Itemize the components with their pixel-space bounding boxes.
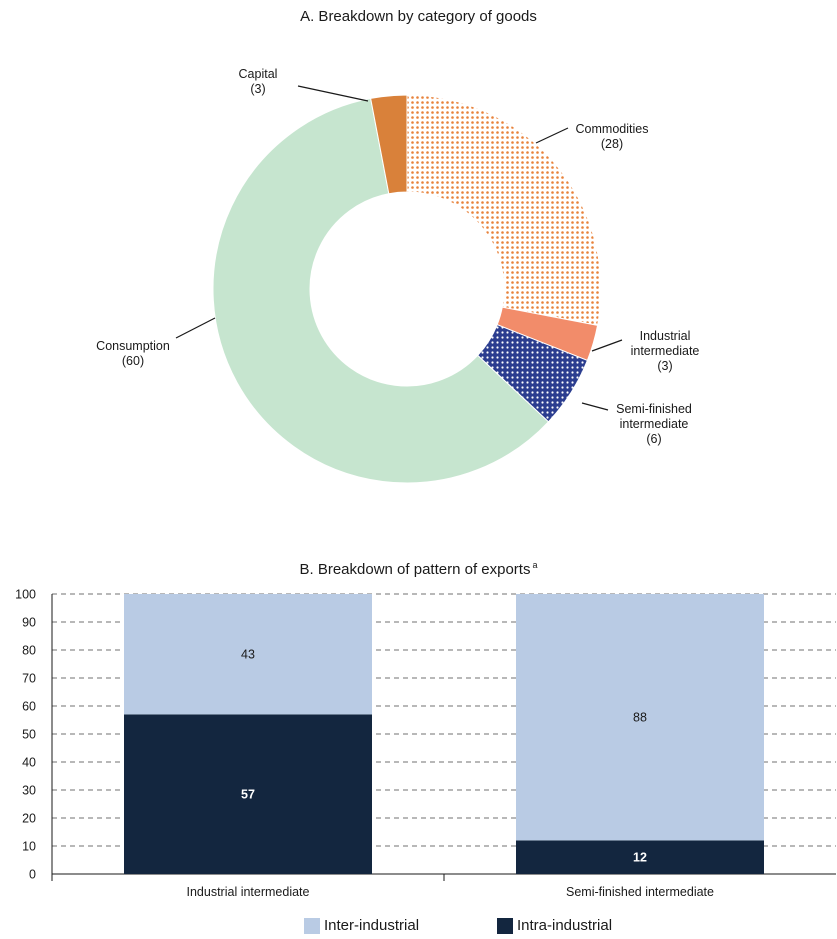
slice-value-capital: (3): [250, 82, 265, 96]
legend-label-inter-industrial: Inter-industrial: [324, 917, 420, 934]
slice-label-semi-finished-intermediate: Semi-finished intermediate (6): [616, 402, 692, 446]
y-tick-label: 80: [22, 644, 36, 658]
bar-intra-industrial-industrial-intermediate: [124, 714, 372, 874]
leader-line-industrial-intermediate: [591, 339, 623, 352]
legend-label-intra-industrial: Intra-industrial: [517, 917, 613, 934]
slice-label-line: Industrial: [640, 329, 691, 343]
slice-label-line: Capital: [239, 67, 278, 81]
slice-label-line: intermediate: [620, 417, 689, 431]
slice-label-line: Semi-finished: [616, 402, 692, 416]
y-tick-label: 70: [22, 672, 36, 686]
y-tick-label: 40: [22, 756, 36, 770]
slice-value-commodities: (28): [601, 137, 623, 151]
y-tick-label: 30: [22, 784, 36, 798]
slice-label-line: Consumption: [96, 339, 170, 353]
slice-label-line: intermediate: [631, 344, 700, 358]
y-tick-label: 50: [22, 728, 36, 742]
data-label-inter-industrial: 43: [241, 648, 255, 662]
slice-label-commodities: Commodities (28): [576, 122, 649, 151]
slice-label-capital: Capital (3): [239, 67, 278, 96]
bar-chart-title-text: B. Breakdown of pattern of exports: [299, 561, 531, 578]
donut-slice-consumption: [212, 97, 550, 484]
slice-label-consumption: Consumption (60): [96, 339, 170, 368]
bar-intra-industrial-semi-finished-intermediate: [516, 840, 764, 874]
bar-inter-industrial-semi-finished-intermediate: [516, 594, 764, 841]
slice-value-consumption: (60): [122, 354, 144, 368]
leader-line-capital: [297, 85, 369, 102]
x-category-label-industrial-intermediate: Industrial intermediate: [187, 885, 310, 899]
legend-item-intra-industrial: Intra-industrial: [497, 917, 612, 934]
legend-swatch-inter-industrial: [304, 917, 320, 934]
x-category-label-semi-finished-intermediate: Semi-finished intermediate: [566, 885, 714, 899]
data-label-intra-industrial: 57: [241, 788, 255, 802]
leader-line-semi-finished-intermediate: [581, 402, 609, 411]
bar-chart-title: B. Breakdown of pattern of exports a: [0, 560, 837, 578]
donut-chart-title: A. Breakdown by category of goods: [300, 8, 537, 25]
leader-line-commodities: [535, 127, 569, 144]
y-tick-label: 100: [15, 588, 36, 602]
y-tick-label: 0: [29, 868, 36, 882]
donut-chart: Commodities (28)Industrial intermediate (3)…: [96, 67, 700, 484]
leader-line-consumption: [175, 317, 216, 339]
y-tick-label: 10: [22, 840, 36, 854]
data-label-intra-industrial: 12: [633, 851, 647, 865]
donut-slice-commodities: [406, 94, 602, 326]
y-tick-label: 90: [22, 616, 36, 630]
y-tick-label: 60: [22, 700, 36, 714]
stacked-bar-chart: 0 10 20 30 40 50 60 70 80 90 100 57 43 Industrial int…: [15, 588, 836, 899]
legend-swatch-intra-industrial: [497, 917, 513, 934]
legend-item-inter-industrial: Inter-industrial: [304, 917, 419, 934]
y-tick-label: 20: [22, 812, 36, 826]
bar-chart-title-footnote: a: [532, 560, 538, 570]
bar-inter-industrial-industrial-intermediate: [124, 594, 372, 715]
slice-label-industrial-intermediate: Industrial intermediate (3): [631, 329, 700, 373]
data-label-inter-industrial: 88: [633, 711, 647, 725]
donut-slice-capital: [370, 94, 408, 195]
slice-value-semi-finished-intermediate: (6): [646, 432, 661, 446]
slice-label-line: Commodities: [576, 122, 649, 136]
slice-value-industrial-intermediate: (3): [657, 359, 672, 373]
